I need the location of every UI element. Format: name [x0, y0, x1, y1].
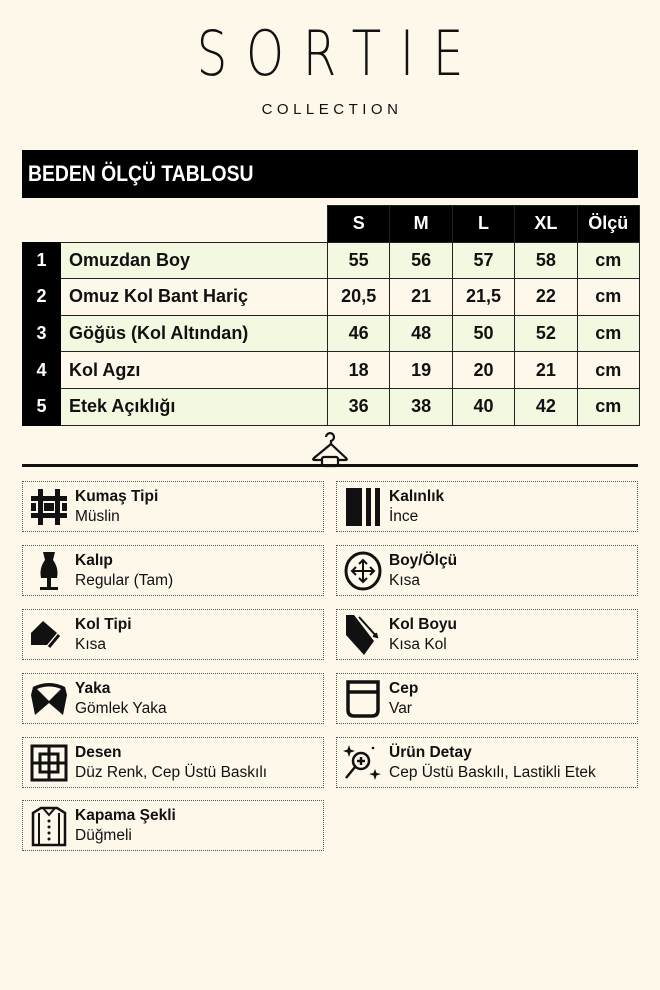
thickness-bars-icon	[337, 481, 389, 532]
brand-logo: SORTIE	[196, 17, 483, 90]
feature-value: İnce	[389, 507, 419, 525]
feature-card: Ürün Detay Cep Üstü Baskılı, Lastikli Ete…	[336, 737, 638, 788]
size-value: 57	[451, 241, 516, 280]
size-value: 46	[326, 314, 391, 353]
table-row: 2 Omuz Kol Bant Hariç 20,5 21 21,5 22 cm	[22, 278, 640, 316]
size-value: 21	[514, 351, 578, 389]
unit: cm	[576, 387, 640, 426]
sleeve-icon	[23, 609, 75, 660]
size-value: 55	[326, 241, 391, 280]
unit: cm	[576, 278, 640, 316]
feature-title: Yaka	[75, 679, 111, 697]
feature-title: Kapama Şekli	[75, 806, 176, 824]
feature-title: Kumaş Tipi	[75, 487, 159, 505]
pattern-icon	[23, 737, 75, 788]
size-value: 36	[326, 387, 391, 426]
feature-value: Düz Renk, Cep Üstü Baskılı	[75, 763, 268, 781]
feature-value: Var	[389, 699, 412, 717]
mannequin-icon	[23, 545, 75, 596]
size-value: 52	[514, 314, 578, 353]
measurement-label: Omuz Kol Bant Hariç	[60, 278, 328, 316]
measurement-label: Omuzdan Boy	[60, 241, 328, 280]
brand-subtitle: COLLECTION	[261, 101, 403, 118]
unit: cm	[576, 241, 640, 280]
feature-title: Ürün Detay	[389, 743, 472, 761]
feature-title: Kalıp	[75, 551, 113, 569]
magnifier-sparkle-icon	[337, 737, 389, 788]
feature-title: Desen	[75, 743, 122, 761]
size-value: 20,5	[326, 278, 391, 316]
size-value: 19	[389, 351, 453, 389]
size-value: 50	[451, 314, 516, 353]
feature-card: Boy/Ölçü Kısa	[336, 545, 638, 596]
size-value: 58	[514, 241, 578, 280]
feature-card: Cep Var	[336, 673, 638, 724]
feature-value: Cep Üstü Baskılı, Lastikli Etek	[389, 763, 596, 781]
feature-value: Regular (Tam)	[75, 571, 174, 589]
feature-value: Gömlek Yaka	[75, 699, 167, 717]
feature-title: Kalınlık	[389, 487, 445, 505]
row-number: 4	[22, 351, 61, 389]
feature-card: Kapama Şekli Düğmeli	[22, 800, 324, 851]
size-value: 38	[389, 387, 453, 426]
row-number: 5	[22, 387, 61, 426]
size-value: 40	[451, 387, 516, 426]
size-chart-title: BEDEN ÖLÇÜ TABLOSU	[22, 150, 638, 198]
header-row: S M L XL Ölçü	[23, 205, 640, 243]
col-header: L	[451, 205, 516, 243]
col-header: M	[389, 205, 453, 243]
feature-value: Kısa Kol	[389, 635, 447, 653]
feature-title: Kol Tipi	[75, 615, 132, 633]
table-row: 5 Etek Açıklığı 36 38 40 42 cm	[22, 387, 640, 426]
size-value: 21	[389, 278, 453, 316]
unit: cm	[576, 314, 640, 353]
size-value: 18	[326, 351, 391, 389]
collar-icon	[23, 673, 75, 724]
feature-value: Kısa	[389, 571, 421, 589]
measurement-label: Kol Agzı	[60, 351, 328, 389]
size-value: 21,5	[451, 278, 516, 316]
measurement-label: Etek Açıklığı	[60, 387, 328, 426]
hanger-icon	[312, 432, 348, 468]
feature-value: Müslin	[75, 507, 120, 525]
col-header: XL	[514, 205, 578, 243]
divider	[22, 464, 638, 467]
feature-card: Kumaş Tipi Müslin	[22, 481, 324, 532]
feature-card: Kalıp Regular (Tam)	[22, 545, 324, 596]
size-table: S M L XL Ölçü 1 Omuzdan Boy 55 56 57 58 cm 2 Omu…	[22, 205, 640, 426]
table-row: 3 Göğüs (Kol Altından) 46 48 50 52 cm	[22, 314, 640, 353]
row-number: 3	[22, 314, 61, 353]
feature-card: Yaka Gömlek Yaka	[22, 673, 324, 724]
feature-title: Cep	[389, 679, 419, 697]
row-number: 1	[22, 241, 61, 280]
table-row: 4 Kol Agzı 18 19 20 21 cm	[22, 351, 640, 389]
row-number: 2	[22, 278, 61, 316]
feature-card: Kol Boyu Kısa Kol	[336, 609, 638, 660]
size-value: 20	[451, 351, 516, 389]
fabric-weave-icon	[23, 481, 75, 532]
size-value: 22	[514, 278, 578, 316]
feature-card: Kalınlık İnce	[336, 481, 638, 532]
pocket-icon	[337, 673, 389, 724]
feature-value: Kısa	[75, 635, 107, 653]
button-shirt-icon	[23, 800, 75, 851]
col-header: Ölçü	[576, 205, 640, 243]
feature-title: Kol Boyu	[389, 615, 458, 633]
feature-card: Kol Tipi Kısa	[22, 609, 324, 660]
size-value: 48	[389, 314, 453, 353]
feature-card: Desen Düz Renk, Cep Üstü Baskılı	[22, 737, 324, 788]
table-row: 1 Omuzdan Boy 55 56 57 58 cm	[22, 241, 640, 280]
unit: cm	[576, 351, 640, 389]
size-value: 42	[514, 387, 578, 426]
feature-value: Düğmeli	[75, 826, 132, 844]
feature-title: Boy/Ölçü	[389, 551, 458, 569]
size-arrows-icon	[337, 545, 389, 596]
measurement-label: Göğüs (Kol Altından)	[60, 314, 328, 353]
col-header: S	[326, 205, 391, 243]
size-value: 56	[389, 241, 453, 280]
sleeve-length-icon	[337, 609, 389, 660]
